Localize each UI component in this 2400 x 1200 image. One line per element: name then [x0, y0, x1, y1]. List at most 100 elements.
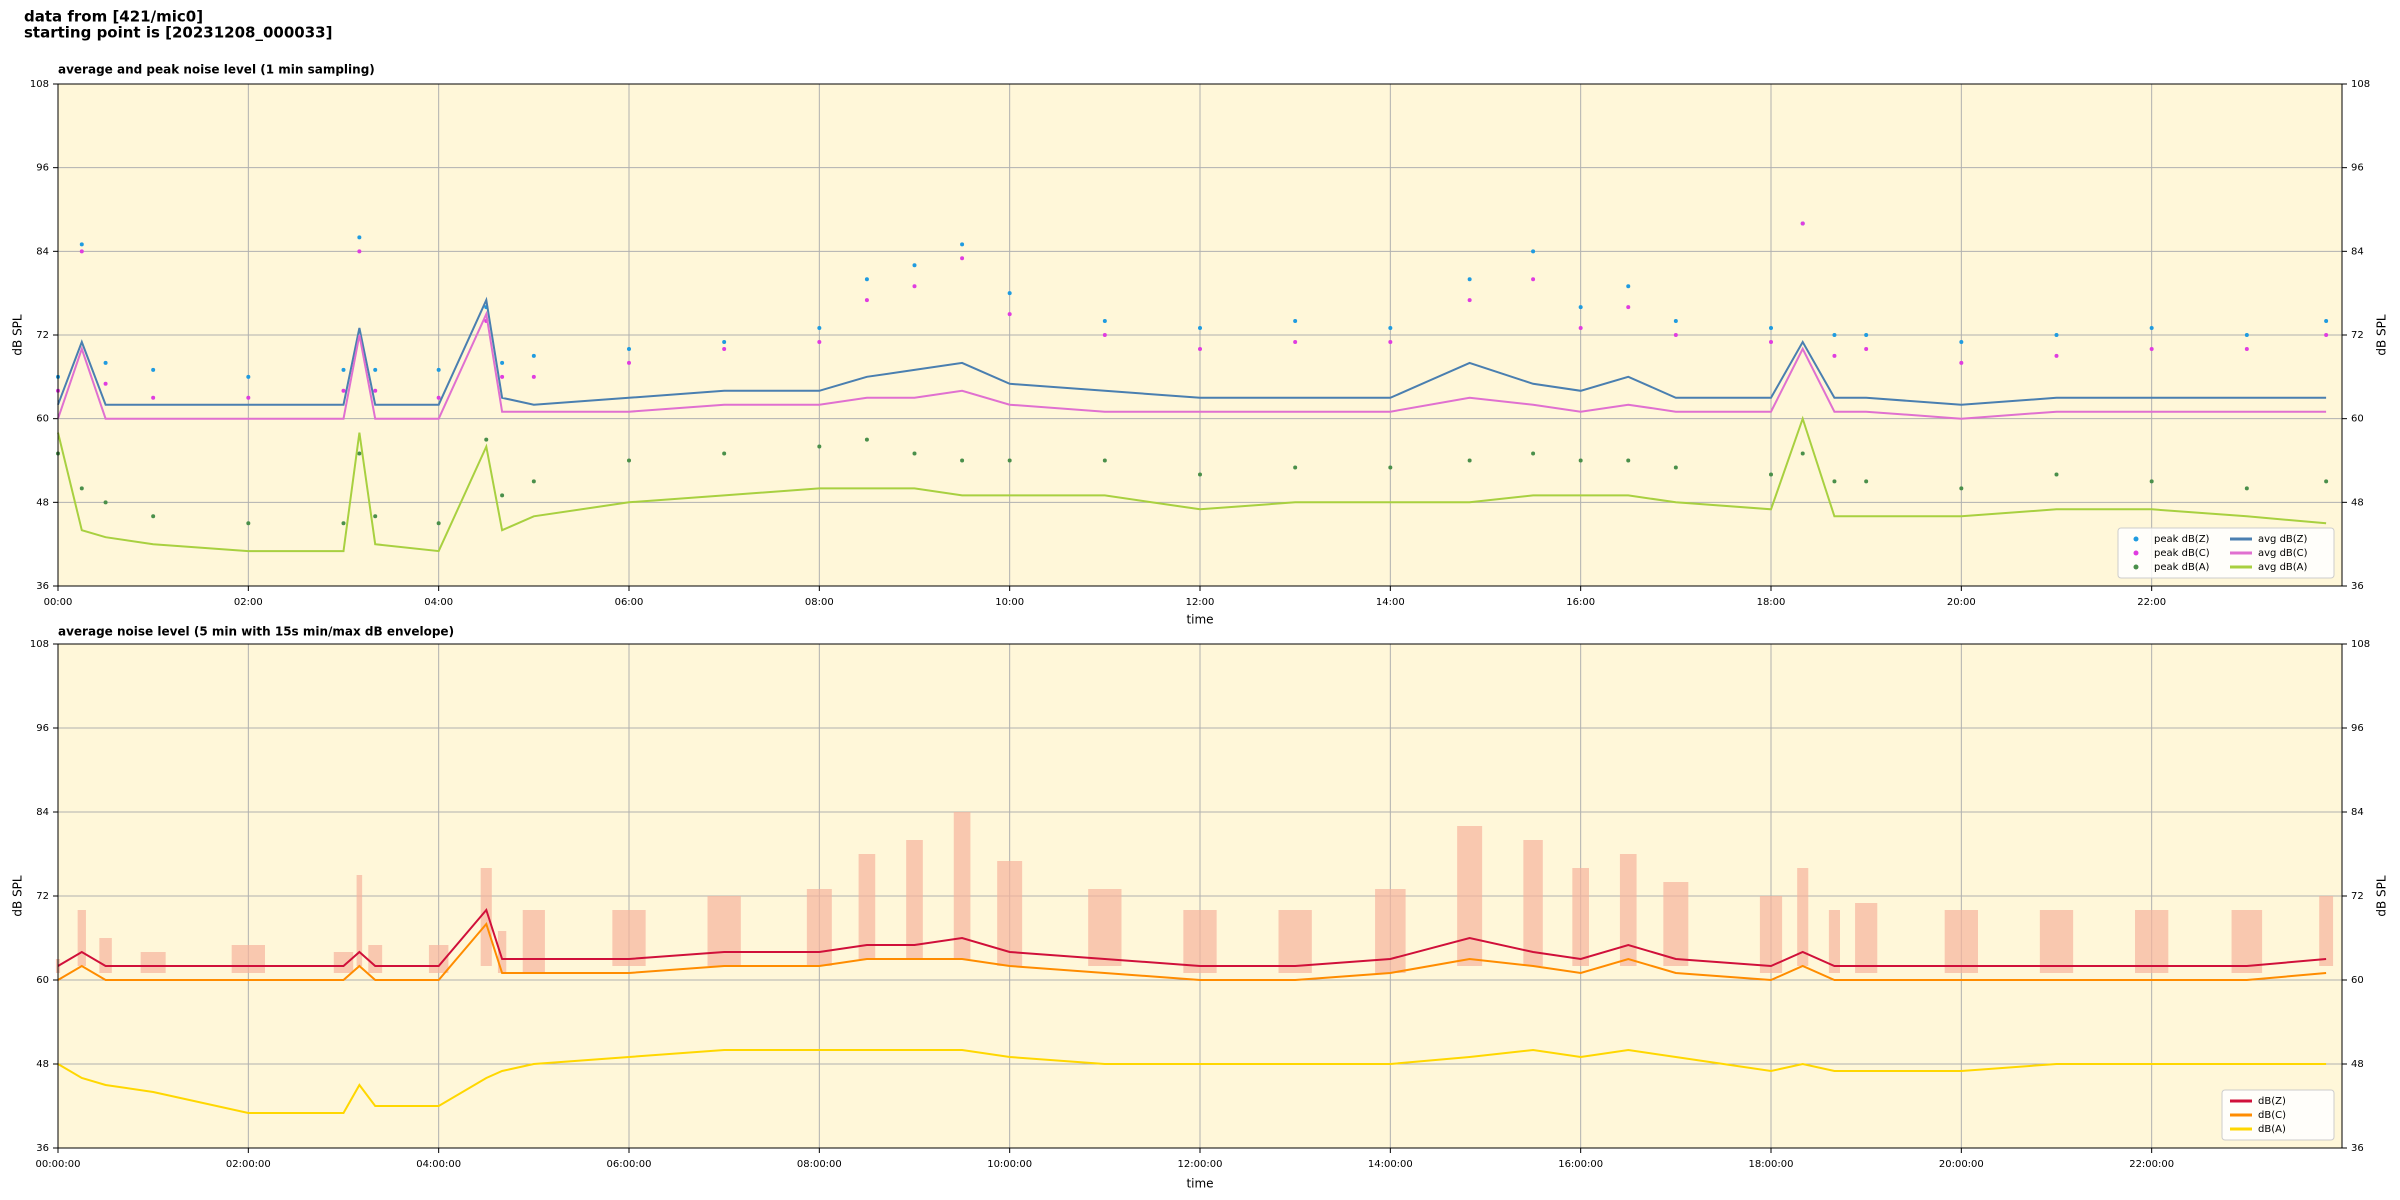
legend-box	[2117, 527, 2335, 579]
legend-label: avg dB(Z)	[2258, 534, 2308, 545]
peak-dot	[1102, 319, 1107, 324]
peak-dot	[1800, 451, 1805, 456]
peak-dot	[1864, 333, 1869, 337]
peak-dot	[1198, 346, 1202, 351]
peak-dot	[357, 451, 362, 456]
peak-dot	[1388, 326, 1393, 331]
legend-label: avg dB(C)	[2258, 548, 2308, 559]
peak-dot	[1626, 305, 1631, 310]
peak-dot	[1388, 465, 1393, 470]
series-line	[57, 1048, 2327, 1114]
peak-dot	[500, 360, 505, 365]
peak-dot	[436, 395, 441, 400]
envelope-bar	[77, 910, 86, 966]
peak-dot	[1007, 458, 1012, 463]
peak-dot	[864, 298, 869, 303]
peak-dot	[1198, 326, 1202, 331]
peak-dot	[1531, 249, 1536, 254]
peak-dot	[79, 242, 84, 247]
peak-dot	[2244, 346, 2249, 351]
envelope-bar	[522, 910, 545, 973]
x-tick-label: 10:00:00	[987, 1159, 1032, 1170]
envelope-bar	[1828, 910, 1840, 973]
envelope-bar	[368, 945, 383, 973]
y-tick-label: 96	[36, 723, 49, 734]
x-tick-label: 18:00	[1757, 597, 1786, 608]
peak-dot	[79, 486, 84, 491]
envelope-bar	[1278, 910, 1312, 973]
peak-dot	[960, 256, 965, 261]
envelope-bar	[333, 952, 354, 973]
peak-dot	[864, 277, 869, 282]
envelope-bar	[1457, 826, 1483, 966]
peak-dot	[246, 395, 251, 400]
envelope-bar	[906, 840, 923, 959]
peak-dot	[2244, 486, 2249, 491]
peak-dot	[373, 367, 378, 372]
peak-dot	[103, 381, 108, 386]
y-tick-label-right: 84	[2351, 246, 2364, 257]
x-tick-label: 00:00	[44, 597, 73, 608]
peak-dot	[1673, 333, 1678, 337]
y-tick-label-right: 36	[2351, 581, 2364, 592]
envelope-bar	[806, 889, 832, 966]
y-tick-label-right: 60	[2351, 414, 2364, 425]
peak-dot	[1578, 305, 1583, 310]
series-line	[57, 415, 2327, 553]
peak-dot	[912, 284, 917, 289]
y-axis-label-right: dB SPL	[2375, 875, 2389, 917]
peak-dot	[1467, 298, 1472, 303]
peak-dot	[817, 339, 822, 344]
x-tick-label: 06:00	[615, 597, 644, 608]
legend-label: peak dB(A)	[2154, 562, 2210, 573]
envelope-bar	[1183, 910, 1217, 973]
peak-dot	[1198, 472, 1202, 477]
peak-dot	[151, 395, 156, 400]
peak-dot	[2149, 346, 2154, 351]
x-tick-label: 06:00:00	[607, 1159, 652, 1170]
envelope-bar	[356, 875, 363, 966]
peak-dot	[722, 451, 727, 456]
y-tick-label-right: 36	[2351, 1143, 2364, 1154]
legend-label: dB(Z)	[2258, 1096, 2286, 1107]
y-axis-label: dB SPL	[11, 314, 25, 356]
peak-dot	[1626, 458, 1631, 463]
envelope-bar	[2319, 896, 2334, 966]
y-tick-label: 36	[36, 1143, 49, 1154]
x-tick-label: 02:00:00	[226, 1159, 271, 1170]
envelope-bar	[858, 854, 876, 959]
y-tick-label-right: 60	[2351, 975, 2364, 986]
legend-label: avg dB(A)	[2258, 562, 2308, 573]
peak-dot	[1467, 458, 1472, 463]
peak-dot	[79, 249, 84, 254]
y-tick-label: 48	[36, 497, 49, 508]
peak-dot	[817, 326, 822, 331]
y-tick-label-right: 48	[2351, 1059, 2364, 1070]
peak-dot	[1864, 346, 1869, 351]
peak-dot	[864, 437, 869, 442]
peak-dot	[1673, 465, 1678, 470]
peak-dot	[103, 500, 108, 505]
peak-dot	[2324, 319, 2329, 324]
y-tick-label-right: 96	[2351, 723, 2364, 734]
peak-dot	[1293, 319, 1298, 324]
peak-dot	[151, 367, 156, 372]
peak-dot	[627, 346, 631, 351]
x-tick-label: 22:00:00	[2129, 1159, 2174, 1170]
peak-dot	[1959, 486, 1964, 491]
peak-dot	[151, 514, 156, 519]
peak-dot	[341, 521, 346, 526]
peak-dot	[103, 360, 108, 365]
legend-label: peak dB(C)	[2154, 548, 2210, 559]
peak-dot	[1007, 291, 1012, 296]
y-tick-label: 84	[36, 807, 49, 818]
envelope-bar	[1663, 882, 1689, 966]
peak-dot	[246, 521, 251, 526]
peak-dot	[531, 374, 536, 379]
envelope-bar	[480, 868, 492, 966]
peak-dot	[436, 521, 441, 526]
envelope-bar	[99, 938, 112, 973]
y-tick-label-right: 96	[2351, 163, 2364, 174]
envelope-bar	[1088, 889, 1122, 966]
